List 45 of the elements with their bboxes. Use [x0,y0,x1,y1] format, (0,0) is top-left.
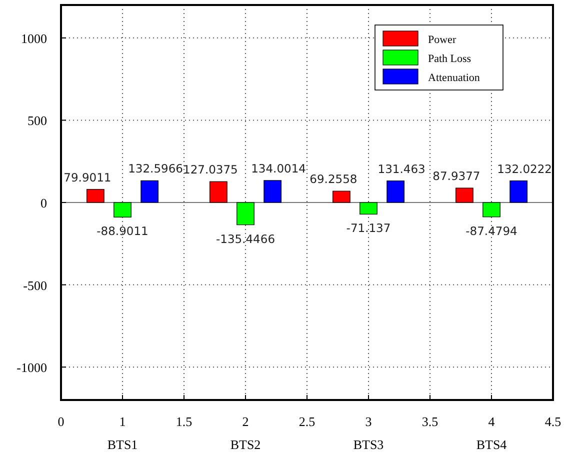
x-tick-label: 1.5 [176,414,192,429]
data-label: 69.2558 [310,172,358,186]
y-tick-label: 500 [28,113,47,128]
bar [360,202,378,215]
data-label: 79.9011 [64,170,112,184]
data-label: -87.4794 [466,224,518,238]
data-label: -135.4466 [216,232,276,246]
x-tick-label: 4.5 [544,414,562,429]
y-tick-label: 1000 [21,30,47,46]
bar [114,202,132,218]
data-label: 132.5966 [128,162,183,176]
bar [386,180,404,203]
y-tick-label: -500 [23,278,47,293]
bar [456,188,474,203]
x-tick-label: 4 [488,414,496,429]
data-label: -88.9011 [96,224,148,238]
bar [140,180,158,203]
data-label: 131.463 [378,162,426,176]
bar [482,202,500,218]
text: BTS2 [230,437,261,452]
bar [264,180,282,203]
x-tick-label: 3.5 [422,414,438,429]
text: BTS4 [476,437,508,452]
x-tick-label: 3 [365,414,372,429]
bar [332,190,350,203]
x-tick-label: 2 [242,414,249,429]
text: BTS1 [107,437,138,452]
x-tick-label: 2.5 [298,414,316,429]
legend-label: Attenuation [428,72,480,84]
data-label: 87.9377 [432,169,480,184]
y-tick-label: 0 [40,196,47,210]
legend-label: Path Loss [428,53,472,65]
bar [510,180,528,203]
legend-label: Power [428,34,456,46]
x-tick-label: 1 [119,414,126,429]
data-label: 127.0375 [183,162,238,177]
text: BTS3 [353,437,384,452]
x-tick-label: 0 [58,414,64,429]
bar [86,189,104,203]
y-tick-label: -1000 [16,360,47,376]
data-label: -71.137 [346,221,391,236]
bar [236,202,254,226]
data-label: 132.0222 [497,162,552,176]
bar [210,181,228,203]
data-label: 134.0014 [251,161,306,176]
